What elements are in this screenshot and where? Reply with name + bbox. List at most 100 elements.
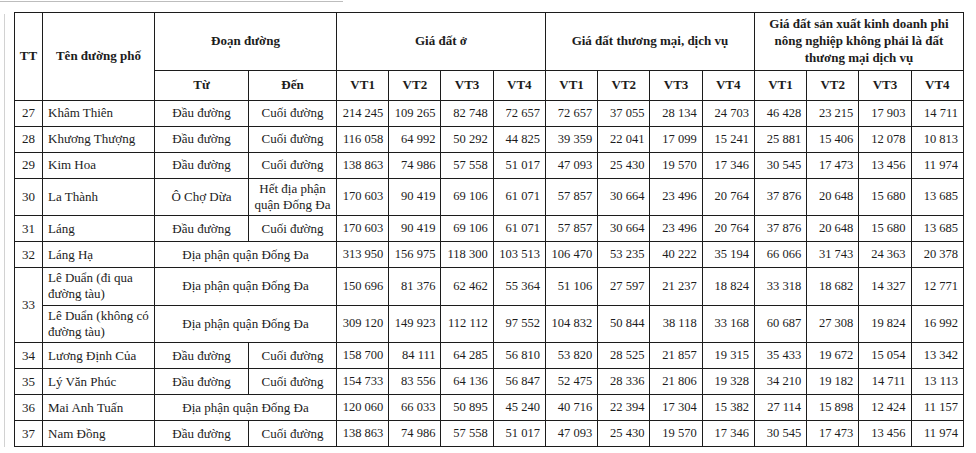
land-price-table: TT Tên đường phố Đoạn đường Giá đất ở Gi… <box>14 12 964 447</box>
row-number-cell: 31 <box>15 216 43 242</box>
table-row: 34Lương Định CủaĐầu đườngCuối đường158 7… <box>15 343 964 369</box>
price-cell: 52 475 <box>545 369 597 395</box>
price-cell: 53 820 <box>545 343 597 369</box>
price-cell: 37 055 <box>598 100 650 126</box>
segment-merged-cell: Địa phận quận Đống Đa <box>155 305 337 343</box>
price-cell: 14 327 <box>859 268 911 306</box>
price-cell: 97 552 <box>493 305 545 343</box>
col-header-vt4: VT4 <box>911 70 963 100</box>
price-cell: 64 285 <box>441 343 493 369</box>
price-cell: 69 106 <box>441 178 493 216</box>
price-cell: 27 597 <box>598 268 650 306</box>
row-number-cell: 27 <box>15 100 43 126</box>
street-name-cell: La Thành <box>43 178 155 216</box>
price-cell: 11 974 <box>911 152 963 178</box>
price-cell: 23 496 <box>650 178 702 216</box>
segment-from-cell: Đầu đường <box>155 126 249 152</box>
header-group-row: TT Tên đường phố Đoạn đường Giá đất ở Gi… <box>15 13 964 71</box>
price-cell: 24 363 <box>859 242 911 268</box>
price-cell: 19 328 <box>702 369 754 395</box>
col-header-to: Đến <box>249 70 337 100</box>
price-cell: 25 430 <box>598 152 650 178</box>
col-header-vt1: VT1 <box>754 70 806 100</box>
col-header-street-name: Tên đường phố <box>43 13 155 101</box>
table-row: 29Kim HoaĐầu đườngCuối đường138 86374 98… <box>15 152 964 178</box>
segment-from-cell: Đầu đường <box>155 216 249 242</box>
price-cell: 12 424 <box>859 395 911 421</box>
price-cell: 15 406 <box>807 126 859 152</box>
price-cell: 22 394 <box>598 395 650 421</box>
price-cell: 47 093 <box>545 152 597 178</box>
table-header: TT Tên đường phố Đoạn đường Giá đất ở Gi… <box>15 13 964 101</box>
table-row: Lê Duẩn (không có đường tàu)Địa phận quậ… <box>15 305 964 343</box>
price-cell: 17 099 <box>650 126 702 152</box>
price-cell: 56 810 <box>493 343 545 369</box>
street-name-cell: Nam Đồng <box>43 421 155 447</box>
price-cell: 313 950 <box>337 242 389 268</box>
table-row: 33Lê Duẩn (đi qua đường tàu)Địa phận quậ… <box>15 268 964 306</box>
price-cell: 51 017 <box>493 421 545 447</box>
price-cell: 50 844 <box>598 305 650 343</box>
price-cell: 50 292 <box>441 126 493 152</box>
row-number-cell: 29 <box>15 152 43 178</box>
price-cell: 55 364 <box>493 268 545 306</box>
price-cell: 53 235 <box>598 242 650 268</box>
price-cell: 150 696 <box>337 268 389 306</box>
scan-artifact-top-line <box>0 1 343 2</box>
price-cell: 35 194 <box>702 242 754 268</box>
row-number-cell: 32 <box>15 242 43 268</box>
price-cell: 28 336 <box>598 369 650 395</box>
price-cell: 112 112 <box>441 305 493 343</box>
price-cell: 154 733 <box>337 369 389 395</box>
col-header-from: Từ <box>155 70 249 100</box>
price-cell: 64 992 <box>389 126 441 152</box>
price-cell: 21 237 <box>650 268 702 306</box>
price-cell: 81 376 <box>389 268 441 306</box>
segment-merged-cell: Địa phận quận Đống Đa <box>155 395 337 421</box>
price-cell: 28 134 <box>650 100 702 126</box>
segment-to-cell: Cuối đường <box>249 369 337 395</box>
segment-from-cell: Đầu đường <box>155 152 249 178</box>
price-cell: 46 428 <box>754 100 806 126</box>
price-cell: 21 806 <box>650 369 702 395</box>
price-cell: 23 215 <box>807 100 859 126</box>
price-cell: 83 556 <box>389 369 441 395</box>
street-name-cell: Khâm Thiên <box>43 100 155 126</box>
price-cell: 19 182 <box>807 369 859 395</box>
col-header-vt4: VT4 <box>702 70 754 100</box>
price-cell: 61 071 <box>493 216 545 242</box>
segment-from-cell: Đầu đường <box>155 100 249 126</box>
price-cell: 61 071 <box>493 178 545 216</box>
price-cell: 11 974 <box>911 421 963 447</box>
price-cell: 156 975 <box>389 242 441 268</box>
price-cell: 16 992 <box>911 305 963 343</box>
price-cell: 12 771 <box>911 268 963 306</box>
price-cell: 30 664 <box>598 178 650 216</box>
price-cell: 34 210 <box>754 369 806 395</box>
col-header-segment: Đoạn đường <box>155 13 337 71</box>
row-number-cell: 37 <box>15 421 43 447</box>
street-name-cell: Lý Văn Phúc <box>43 369 155 395</box>
price-cell: 12 078 <box>859 126 911 152</box>
price-cell: 17 473 <box>807 152 859 178</box>
table-row: 32Láng HạĐịa phận quận Đống Đa313 950156… <box>15 242 964 268</box>
price-cell: 23 496 <box>650 216 702 242</box>
price-cell: 35 433 <box>754 343 806 369</box>
price-cell: 74 986 <box>389 152 441 178</box>
price-cell: 118 300 <box>441 242 493 268</box>
segment-to-cell: Cuối đường <box>249 126 337 152</box>
price-cell: 170 603 <box>337 178 389 216</box>
segment-from-cell: Ô Chợ Dừa <box>155 178 249 216</box>
col-header-vt2: VT2 <box>598 70 650 100</box>
price-cell: 30 664 <box>598 216 650 242</box>
price-cell: 19 672 <box>807 343 859 369</box>
price-cell: 40 716 <box>545 395 597 421</box>
price-cell: 38 118 <box>650 305 702 343</box>
price-cell: 11 157 <box>911 395 963 421</box>
price-cell: 17 903 <box>859 100 911 126</box>
price-cell: 104 832 <box>545 305 597 343</box>
price-cell: 13 685 <box>911 178 963 216</box>
price-cell: 72 657 <box>545 100 597 126</box>
col-header-vt2: VT2 <box>389 70 441 100</box>
header-vt-row: Từ Đến VT1 VT2 VT3 VT4 VT1 VT2 VT3 VT4 V… <box>15 70 964 100</box>
